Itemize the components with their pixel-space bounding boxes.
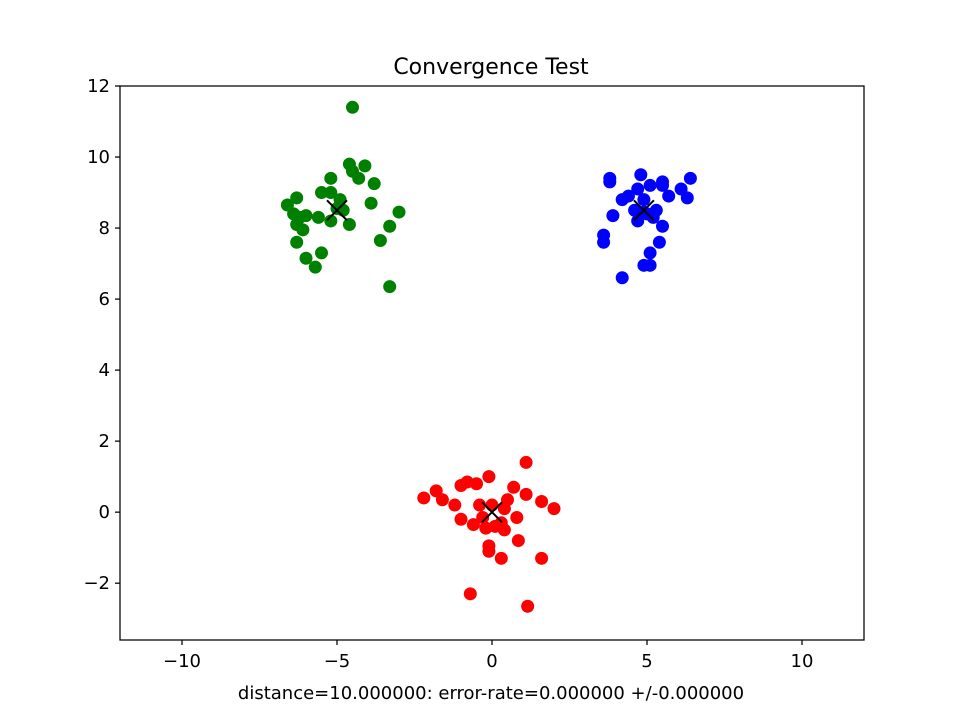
series-0 (417, 455, 561, 613)
data-point (643, 258, 657, 272)
data-point (597, 235, 611, 249)
data-point (324, 171, 338, 185)
data-point (470, 477, 483, 491)
data-point (448, 498, 462, 512)
centroid-marker (481, 501, 503, 523)
y-tick-label: −2 (83, 573, 110, 594)
data-point (383, 280, 397, 294)
data-point (330, 202, 344, 216)
data-point (290, 235, 304, 249)
data-point (383, 219, 397, 233)
data-point (494, 551, 508, 565)
x-axis: −10 −5 0 5 10 (163, 640, 813, 672)
data-point (643, 246, 657, 260)
series-2 (597, 168, 697, 285)
data-point (656, 175, 669, 189)
data-point (535, 551, 549, 565)
data-point (606, 209, 620, 223)
data-point (656, 219, 669, 233)
data-point (535, 495, 549, 508)
data-point (373, 233, 387, 247)
data-point (435, 493, 449, 507)
series-1 (280, 100, 406, 294)
data-point (463, 587, 477, 601)
data-point (615, 271, 629, 285)
data-point (621, 189, 635, 203)
x-tick-label: −10 (163, 651, 201, 672)
data-point (662, 189, 676, 203)
y-tick-label: 0 (99, 502, 110, 523)
data-point (497, 523, 511, 537)
data-point (315, 186, 328, 200)
data-point (603, 175, 617, 189)
x-tick-label: 5 (641, 651, 652, 672)
data-point (511, 534, 525, 548)
centroid-marker (633, 199, 655, 222)
data-point (299, 251, 313, 265)
data-point (680, 191, 694, 205)
data-point (315, 246, 328, 260)
y-axis: −2 0 2 4 6 8 10 12 (83, 76, 120, 594)
data-point (324, 214, 338, 228)
data-point (482, 544, 496, 558)
data-point (346, 100, 359, 114)
x-tick-label: 10 (791, 651, 814, 672)
data-point (364, 196, 378, 210)
data-point (485, 498, 499, 512)
data-point (510, 510, 524, 524)
chart-title: Convergence Test (393, 55, 589, 80)
x-tick-label: 0 (486, 651, 497, 672)
data-point (476, 510, 490, 524)
data-point (652, 235, 666, 249)
y-tick-label: 8 (99, 218, 110, 239)
data-point (634, 168, 648, 182)
data-point (643, 178, 657, 192)
data-point (631, 182, 645, 196)
data-point (501, 493, 514, 507)
data-point (290, 191, 304, 205)
y-tick-label: 4 (99, 360, 110, 381)
y-tick-label: 12 (87, 76, 110, 97)
data-point (308, 260, 322, 274)
data-point (311, 210, 325, 224)
data-point (683, 171, 697, 185)
data-point (454, 512, 468, 526)
data-point (290, 218, 304, 231)
y-tick-label: 6 (99, 289, 110, 310)
data-point (352, 171, 366, 185)
data-point (358, 159, 372, 173)
data-point (299, 209, 313, 223)
data-point (519, 455, 533, 469)
plot-marks (280, 100, 697, 613)
centroid-marker (326, 199, 348, 222)
data-point (507, 480, 521, 494)
y-tick-label: 2 (99, 431, 110, 452)
data-point (519, 487, 533, 501)
data-point (342, 218, 356, 231)
data-point (367, 177, 381, 191)
data-point (392, 205, 406, 219)
data-point (637, 193, 651, 207)
x-tick-label: −5 (324, 651, 351, 672)
data-point (482, 470, 496, 484)
data-point (521, 599, 535, 613)
data-point (637, 205, 651, 219)
data-point (547, 502, 561, 516)
data-point (324, 186, 338, 200)
data-point (417, 491, 431, 505)
y-tick-label: 10 (87, 147, 110, 168)
x-axis-label: distance=10.000000: error-rate=0.000000 … (238, 683, 744, 704)
data-point (466, 518, 480, 532)
centroids (326, 199, 655, 523)
